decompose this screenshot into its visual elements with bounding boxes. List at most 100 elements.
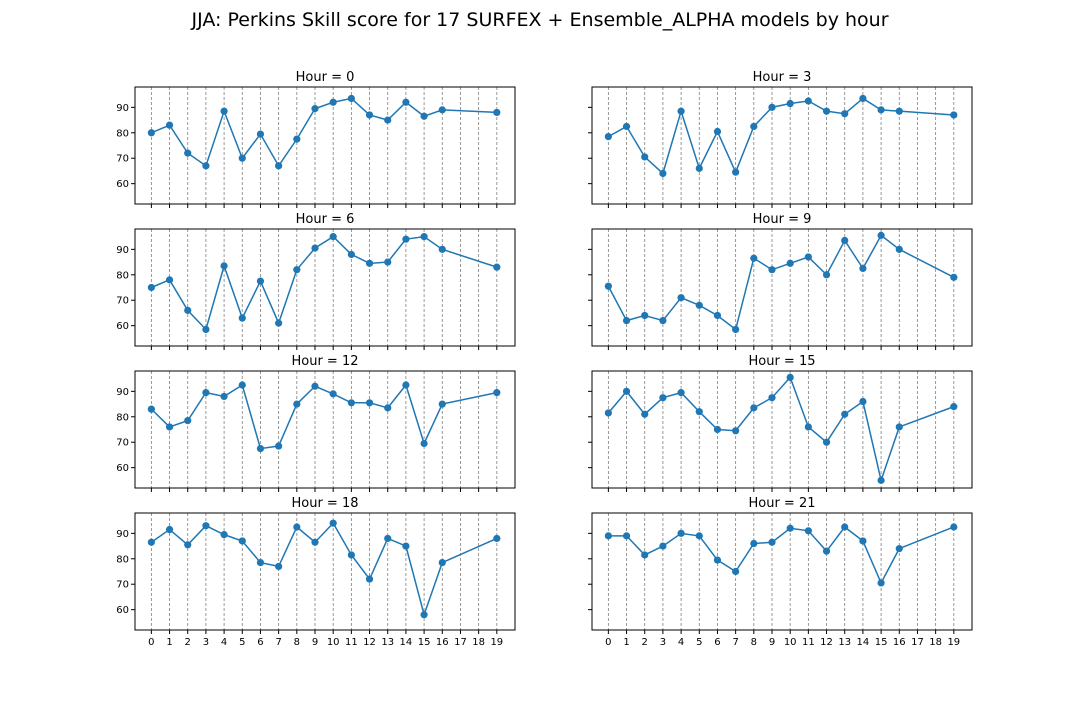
data-point [641,311,649,320]
data-point [202,389,210,397]
y-tick-label: 60 [116,463,129,474]
data-point [950,403,958,411]
x-tick-label: 15 [418,637,431,648]
data-point [184,149,192,157]
x-tick-label: 18 [929,637,942,648]
x-tick-label: 16 [893,637,906,648]
x-tick-label: 17 [911,637,924,648]
data-point [165,121,174,129]
data-point [877,231,885,239]
data-point [202,162,210,170]
data-point [293,400,301,408]
data-point [293,135,301,143]
subplot-0: Hour = 0 60 70 80 90 [116,70,516,208]
data-point [804,253,812,261]
x-tick-label: 1 [166,637,172,648]
axes-frame [591,86,973,205]
data-point [659,169,667,178]
data-point [165,423,174,431]
data-point [695,301,703,309]
data-point [877,579,885,587]
data-point [275,319,283,327]
subplot-4: Hour = 12 60 70 80 90 [116,354,516,492]
data-point [384,404,392,412]
data-point [493,534,501,543]
data-point [732,325,740,334]
axes-frame [591,512,973,631]
subplot-7: Hour = 210 1 2 3 4 5 6 7 8 9 10 11 12 13 14 15 16 17 18 19 [588,496,973,648]
data-point [438,245,446,253]
data-point [347,551,355,559]
data-point [420,233,428,241]
x-tick-label: 14 [400,637,413,648]
data-point [493,389,501,397]
x-tick-label: 7 [732,637,738,648]
data-point [786,99,794,108]
y-tick-label: 60 [116,179,129,190]
x-tick-label: 2 [185,637,191,648]
data-point [202,325,210,334]
data-point [438,106,446,114]
x-tick-label: 11 [345,637,358,648]
subplot-title: Hour = 18 [291,496,358,511]
data-point [384,116,392,124]
subplot-title: Hour = 12 [291,354,358,369]
data-point [493,108,501,117]
data-point [622,316,631,325]
data-point [147,129,155,137]
data-point [311,244,319,252]
data-point [695,408,703,416]
data-point [329,233,337,241]
data-point [713,311,722,320]
data-point [768,266,776,274]
data-point [877,476,885,484]
data-point [438,400,446,408]
x-tick-label: 15 [875,637,888,648]
y-tick-label: 60 [116,605,129,616]
data-point [604,409,612,417]
data-point [220,531,228,539]
data-point [402,98,410,106]
x-tick-label: 8 [751,637,757,648]
data-point [165,525,174,534]
subplot-title: Hour = 6 [296,212,355,227]
x-tick-label: 9 [769,637,775,648]
series-line [607,375,955,484]
x-tick-label: 19 [490,637,503,648]
subplot-title: Hour = 9 [753,212,812,227]
y-tick-label: 70 [116,296,129,307]
data-point [695,532,703,540]
data-point [384,258,392,266]
y-tick-label: 70 [116,580,129,591]
data-point [311,105,319,113]
data-point [950,273,958,281]
y-tick-label: 90 [116,529,129,540]
x-tick-label: 4 [678,637,684,648]
data-point [659,316,667,325]
x-tick-label: 4 [221,637,227,648]
data-point [238,314,246,322]
data-point [750,539,758,548]
data-point [677,529,685,537]
series-line [608,525,955,585]
data-point [859,397,867,406]
data-point [256,558,265,567]
data-point [841,236,849,245]
data-point [347,94,355,103]
data-point [184,306,192,314]
data-point [365,111,374,119]
y-tick-label: 90 [116,387,129,398]
data-point [713,425,722,434]
axes-frame [134,370,516,489]
x-tick-label: 1 [623,637,629,648]
x-tick-label: 12 [363,637,376,648]
data-point [238,537,246,545]
data-point [677,389,685,397]
data-point [293,523,301,531]
subplot-title: Hour = 3 [753,70,812,85]
data-point [438,558,446,567]
series-line [151,97,497,168]
data-point [732,567,740,576]
